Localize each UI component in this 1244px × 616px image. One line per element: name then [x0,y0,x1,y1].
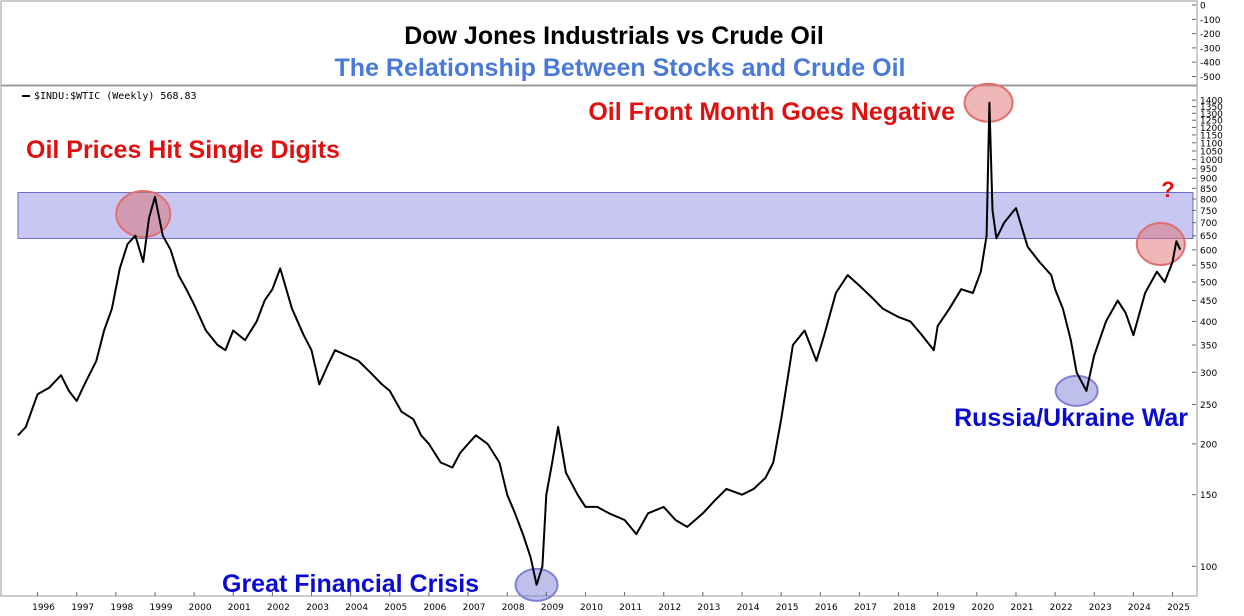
x-tick-label: 2017 [854,603,877,613]
y-tick-label: 900 [1200,175,1217,185]
x-tick-label: 1998 [110,603,133,613]
top-tick-label: -300 [1200,44,1221,54]
y-tick-label: 700 [1200,219,1217,229]
annotation-circle [1054,374,1099,407]
annotation-circle [1135,222,1186,267]
x-tick-label: 2015 [776,603,799,613]
x-tick-label: 2021 [1011,603,1034,613]
y-tick-label: 150 [1200,491,1217,501]
x-tick-label: 2024 [1128,603,1151,613]
y-tick-label: 650 [1200,232,1217,242]
y-tick-label: 450 [1200,297,1217,307]
top-tick-label: -200 [1200,30,1221,40]
y-tick-label: 850 [1200,185,1217,195]
chart-subtitle: The Relationship Between Stocks and Crud… [335,54,906,82]
y-tick-label: 400 [1200,318,1217,328]
y-tick-label: 350 [1200,342,1217,352]
y-tick-label: 1350 [1200,103,1223,113]
y-tick-label: 1200 [1200,124,1223,134]
top-panel-frame [0,0,1198,86]
y-tick-label: 1100 [1200,139,1223,149]
x-tick-label: 2016 [815,603,838,613]
resistance-band [17,192,1194,239]
x-tick-label: 2010 [580,603,603,613]
y-tick-label: 200 [1200,440,1217,450]
y-tick-label: 1300 [1200,110,1223,120]
x-tick-label: 2009 [541,603,564,613]
x-tick-label: 1999 [150,603,173,613]
x-tick-label: 2019 [932,603,955,613]
y-tick-label: 300 [1200,369,1217,379]
annotation-label: Russia/Ukraine War [954,404,1188,432]
x-tick-label: 2005 [384,603,407,613]
annotation-label: ? [1161,177,1174,202]
x-tick-label: 2000 [189,603,212,613]
x-tick-label: 2002 [267,603,290,613]
x-tick-label: 2011 [619,603,642,613]
x-tick-label: 2004 [345,603,368,613]
x-tick-label: 2020 [971,603,994,613]
x-tick-label: 2001 [228,603,251,613]
x-tick-label: 2008 [502,603,525,613]
x-tick-label: 2007 [463,603,486,613]
x-tick-label: 2003 [306,603,329,613]
y-tick-label: 1000 [1200,156,1223,166]
legend-label: $INDU:$WTIC (Weekly) 568.83 [34,91,197,102]
x-tick-label: 2013 [697,603,720,613]
main-panel-frame [0,85,1198,597]
x-tick-label: 2014 [737,603,760,613]
x-tick-label: 2022 [1050,603,1073,613]
y-tick-label: 800 [1200,196,1217,206]
annotation-label: Oil Front Month Goes Negative [588,98,955,126]
y-tick-label: 1050 [1200,147,1223,157]
chart-title: Dow Jones Industrials vs Crude Oil [404,22,824,50]
x-tick-label: 2012 [658,603,681,613]
top-tick-label: -400 [1200,59,1221,69]
x-tick-label: 2006 [423,603,446,613]
y-tick-label: 250 [1200,401,1217,411]
x-tick-label: 2025 [1167,603,1190,613]
y-tick-label: 750 [1200,207,1217,217]
y-tick-label: 1250 [1200,117,1223,127]
x-tick-label: 2023 [1089,603,1112,613]
y-tick-label: 100 [1200,563,1217,573]
series-line [17,101,1182,586]
y-tick-label: 1150 [1200,131,1223,141]
y-tick-label: 500 [1200,279,1217,289]
y-tick-label: 1400 [1200,97,1223,107]
y-tick-label: 550 [1200,262,1217,272]
top-tick-label: -100 [1200,16,1221,26]
x-tick-label: 1996 [32,603,55,613]
y-tick-label: 950 [1200,165,1217,175]
x-tick-label: 2018 [893,603,916,613]
top-tick-label: 0 [1200,2,1206,12]
x-tick-label: 1997 [71,603,94,613]
annotation-label: Oil Prices Hit Single Digits [26,136,340,164]
top-tick-label: -500 [1200,73,1221,83]
y-tick-label: 600 [1200,246,1217,256]
